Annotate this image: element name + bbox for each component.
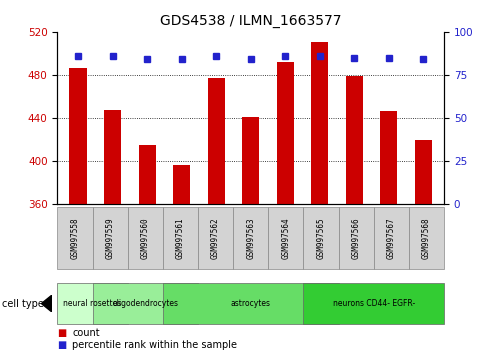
Text: GSM997560: GSM997560 xyxy=(141,217,150,259)
Text: cell type: cell type xyxy=(2,298,44,309)
Bar xyxy=(380,111,398,204)
Text: oligodendrocytes: oligodendrocytes xyxy=(112,299,178,308)
Bar xyxy=(242,116,259,204)
Text: astrocytes: astrocytes xyxy=(231,299,271,308)
Text: GSM997568: GSM997568 xyxy=(422,217,431,259)
Text: neural rosettes: neural rosettes xyxy=(63,299,122,308)
Text: GSM997559: GSM997559 xyxy=(106,217,115,259)
Bar xyxy=(346,76,363,204)
Bar xyxy=(276,62,294,204)
Text: GSM997564: GSM997564 xyxy=(281,217,290,259)
Bar xyxy=(69,68,87,204)
Text: ■: ■ xyxy=(57,340,67,350)
Text: GSM997561: GSM997561 xyxy=(176,217,185,259)
Bar xyxy=(104,110,121,204)
Bar xyxy=(415,140,432,204)
Title: GDS4538 / ILMN_1663577: GDS4538 / ILMN_1663577 xyxy=(160,14,341,28)
Text: GSM997565: GSM997565 xyxy=(316,217,325,259)
Text: GSM997566: GSM997566 xyxy=(352,217,361,259)
Bar xyxy=(311,41,328,204)
Text: percentile rank within the sample: percentile rank within the sample xyxy=(72,340,238,350)
Bar xyxy=(208,78,225,204)
Text: neurons CD44- EGFR-: neurons CD44- EGFR- xyxy=(333,299,415,308)
Bar xyxy=(139,144,156,204)
Text: GSM997562: GSM997562 xyxy=(211,217,220,259)
Text: GSM997563: GSM997563 xyxy=(246,217,255,259)
Text: count: count xyxy=(72,328,100,338)
Text: GSM997558: GSM997558 xyxy=(70,217,79,259)
Polygon shape xyxy=(41,295,52,312)
Text: ■: ■ xyxy=(57,328,67,338)
Bar xyxy=(173,165,190,204)
Text: GSM997567: GSM997567 xyxy=(387,217,396,259)
